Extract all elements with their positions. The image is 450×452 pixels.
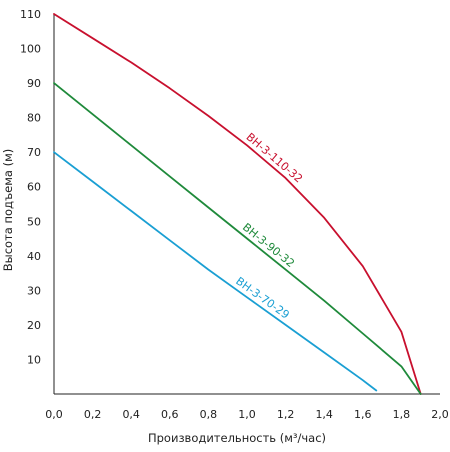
y-tick-label: 80: [27, 112, 41, 125]
y-axis-title: Высота подъема (м): [1, 149, 15, 271]
series-line: [53, 13, 422, 395]
series-label: ВН-3-110-32: [244, 130, 306, 185]
series-line: [53, 151, 378, 392]
y-tick-label: 90: [27, 77, 41, 90]
y-tick-label: 70: [27, 146, 41, 159]
axes: [53, 14, 440, 395]
series-line: [53, 82, 422, 395]
y-tick-label: 10: [27, 353, 41, 366]
y-tick-label: 100: [20, 43, 41, 56]
x-tick-label: 0,4: [122, 408, 140, 421]
x-tick-label: 0,8: [200, 408, 218, 421]
y-tick-label: 40: [27, 250, 41, 263]
series-label: ВН-3-70-29: [233, 275, 292, 322]
x-tick-label: 1,8: [393, 408, 411, 421]
y-tick-label: 60: [27, 181, 41, 194]
tick-labels: 0,0 0,2 0,4 0,6 0,8 1,0 1,2 1,4 1,6 1,8 2,0 10 20 30 4…: [20, 8, 449, 421]
x-axis-title: Производительность (м³/час): [148, 431, 326, 445]
x-tick-label: 1,2: [277, 408, 295, 421]
y-tick-label: 30: [27, 284, 41, 297]
y-tick-label: 50: [27, 215, 41, 228]
x-tick-label: 0,2: [84, 408, 102, 421]
series-label: ВН-3-90-32: [240, 221, 297, 271]
x-tick-label: 1,4: [315, 408, 333, 421]
series-lines: [53, 13, 422, 395]
y-tick-label: 110: [20, 8, 41, 21]
y-tick-label: 20: [27, 319, 41, 332]
x-tick-label: 0,6: [161, 408, 179, 421]
x-tick-label: 1,6: [354, 408, 372, 421]
x-tick-label: 2,0: [431, 408, 449, 421]
x-tick-label: 0,0: [45, 408, 63, 421]
x-tick-label: 1,0: [238, 408, 256, 421]
